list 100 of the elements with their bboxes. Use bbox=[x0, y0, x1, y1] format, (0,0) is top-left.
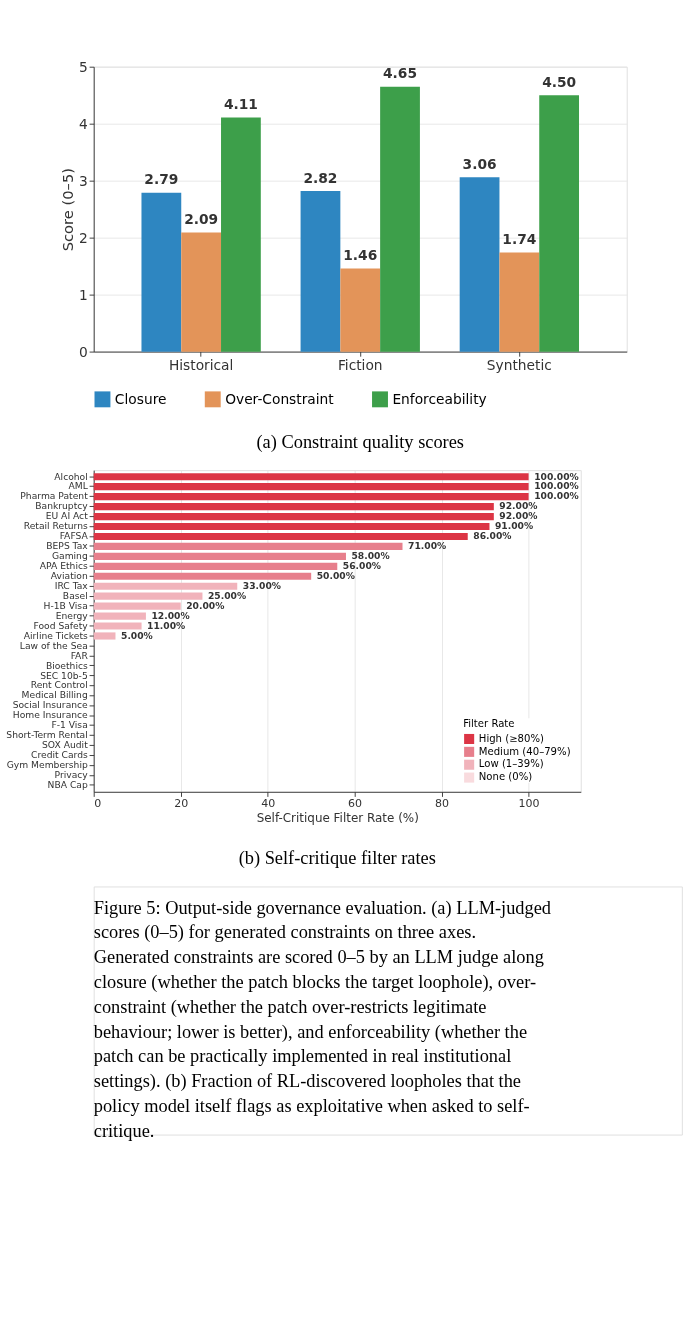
y-tick-label: SOX Audit bbox=[42, 739, 89, 751]
bar bbox=[221, 117, 261, 352]
y-tick-label: Bankruptcy bbox=[35, 500, 89, 512]
x-tick-label: 100 bbox=[518, 796, 540, 810]
y-tick-label: Pharma Patent bbox=[20, 490, 89, 502]
bar bbox=[499, 252, 540, 352]
data-label: 11.00% bbox=[147, 619, 186, 631]
y-tick-label: Rent Control bbox=[30, 679, 88, 691]
data-label: 100.00% bbox=[534, 490, 579, 502]
y-tick-label: F-1 Visa bbox=[51, 719, 88, 731]
y-tick-label: H-1B Visa bbox=[43, 599, 88, 611]
y-tick-label: 3 bbox=[79, 172, 88, 189]
data-label: 58.00% bbox=[351, 550, 390, 562]
y-tick-label: Short-Term Rental bbox=[6, 729, 88, 741]
data-label: 100.00% bbox=[534, 480, 579, 492]
bar bbox=[93, 503, 494, 511]
legend-title: Filter Rate bbox=[463, 717, 515, 729]
y-tick-label: Law of the Sea bbox=[19, 639, 88, 651]
bar bbox=[93, 612, 146, 620]
legend-label: High (≥80%) bbox=[478, 732, 545, 744]
bar bbox=[93, 512, 494, 521]
bar bbox=[340, 268, 381, 352]
data-label: 12.00% bbox=[151, 609, 190, 621]
y-tick-label: APA Ethics bbox=[39, 560, 88, 572]
bar bbox=[141, 192, 182, 352]
x-tick-label: Fiction bbox=[337, 356, 383, 373]
bar bbox=[93, 483, 529, 491]
y-tick-label: Credit Cards bbox=[31, 749, 88, 761]
y-tick-label: Social Insurance bbox=[12, 699, 89, 711]
y-tick-label: EU AI Act bbox=[45, 510, 89, 522]
bar bbox=[459, 177, 500, 352]
bar bbox=[93, 522, 490, 531]
data-label: 4.50 bbox=[542, 73, 577, 90]
y-tick-label: BEPS Tax bbox=[46, 540, 89, 552]
y-tick-label: Retail Returns bbox=[23, 520, 88, 532]
data-label: 1.46 bbox=[343, 247, 378, 264]
y-tick-label: Medical Billing bbox=[21, 689, 88, 701]
y-tick-label: FAR bbox=[70, 649, 89, 661]
bar bbox=[93, 493, 529, 501]
text: (b) Self-critique filter rates bbox=[238, 848, 436, 870]
bar bbox=[93, 542, 403, 550]
data-label: 5.00% bbox=[120, 629, 153, 641]
bar bbox=[93, 632, 116, 640]
legend-label: Enforceability bbox=[392, 390, 487, 407]
x-axis-title: Self-Critique Filter Rate (%) bbox=[256, 810, 419, 825]
data-label: 1.74 bbox=[502, 231, 537, 248]
y-tick-label: Aviation bbox=[50, 570, 88, 582]
data-label: 2.82 bbox=[303, 169, 338, 186]
y-tick-label: 0 bbox=[79, 343, 88, 360]
bar bbox=[93, 562, 338, 570]
x-tick-label: 60 bbox=[348, 796, 363, 810]
y-tick-label: Gaming bbox=[51, 550, 88, 562]
bar bbox=[539, 95, 580, 352]
y-tick-label: Privacy bbox=[54, 769, 89, 781]
data-label: 3.06 bbox=[462, 156, 497, 173]
y-tick-label: Energy bbox=[55, 609, 89, 621]
data-label: 20.00% bbox=[186, 599, 225, 611]
bar bbox=[93, 572, 312, 580]
legend-label: Low (1–39%) bbox=[478, 758, 544, 770]
y-tick-label: 4 bbox=[79, 115, 88, 132]
bar bbox=[93, 582, 238, 590]
legend-label: None (0%) bbox=[478, 771, 533, 783]
y-tick-label: SEC 10b-5 bbox=[40, 669, 88, 681]
y-tick-label: 1 bbox=[79, 286, 88, 303]
bar bbox=[93, 602, 181, 610]
bar bbox=[181, 232, 222, 352]
data-label: 4.65 bbox=[383, 65, 418, 82]
legend-label: Closure bbox=[114, 390, 167, 407]
bar bbox=[93, 552, 346, 560]
data-label: 33.00% bbox=[242, 579, 281, 591]
data-label: 2.09 bbox=[184, 211, 219, 228]
y-tick-label: IRC Tax bbox=[54, 579, 89, 591]
data-label: 92.00% bbox=[499, 500, 538, 512]
text: Figure 5: Output-side governance evaluation. (a) LLM-judged scores (0–5) for generated constraints on three axes. Generated constraints are scored 0–5 by an LLM judge along closure (whether the patch blocks the target loophole), over-constraint (whether the patch over-restricts legitimate behaviour; lower is better), and enforceability (whether the patch can be practically implemented in real institutional settings). (b) Fraction of RL-discovered loopholes that the policy model itself flags as exploitative when asked to self-critique. bbox=[93, 897, 552, 1141]
bar bbox=[93, 532, 468, 541]
y-tick-label: 5 bbox=[79, 58, 88, 75]
data-label: 25.00% bbox=[207, 589, 247, 601]
y-tick-label: Gym Membership bbox=[6, 759, 88, 771]
x-tick-label: 0 bbox=[94, 796, 102, 810]
y-tick-label: 2 bbox=[79, 229, 88, 246]
x-tick-label: 80 bbox=[435, 796, 450, 810]
data-label: 91.00% bbox=[494, 520, 534, 532]
x-tick-label: Historical bbox=[168, 356, 234, 373]
data-label: 92.00% bbox=[499, 510, 538, 522]
data-label: 4.11 bbox=[223, 96, 258, 113]
y-tick-label: NBA Cap bbox=[47, 779, 88, 791]
legend-label: Over-Constraint bbox=[225, 390, 335, 407]
y-tick-label: Alcohol bbox=[54, 470, 88, 482]
data-label: 2.79 bbox=[144, 171, 179, 188]
y-tick-label: Basel bbox=[62, 589, 88, 601]
bar bbox=[380, 86, 420, 352]
data-label: 50.00% bbox=[316, 570, 355, 582]
y-tick-label: Home Insurance bbox=[12, 709, 89, 721]
legend-label: Medium (40–79%) bbox=[478, 745, 571, 757]
data-label: 56.00% bbox=[342, 560, 381, 572]
data-label: 100.00% bbox=[534, 470, 579, 482]
bar bbox=[93, 473, 529, 481]
x-tick-label: 40 bbox=[261, 796, 276, 810]
data-label: 86.00% bbox=[473, 530, 512, 542]
x-tick-label: Synthetic bbox=[486, 356, 552, 373]
